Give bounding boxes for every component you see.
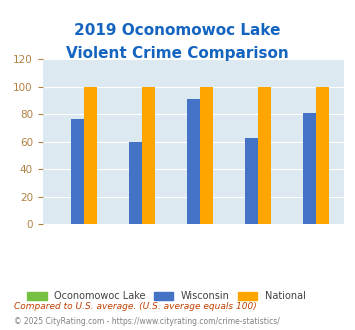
Bar: [200, 87, 213, 224]
Bar: [142, 87, 154, 224]
Bar: [129, 142, 142, 224]
Bar: [258, 87, 271, 224]
Legend: Oconomowoc Lake, Wisconsin, National: Oconomowoc Lake, Wisconsin, National: [23, 287, 310, 305]
Bar: [303, 113, 316, 224]
Text: Violent Crime Comparison: Violent Crime Comparison: [66, 46, 289, 61]
Text: Compared to U.S. average. (U.S. average equals 100): Compared to U.S. average. (U.S. average …: [14, 302, 257, 311]
Bar: [84, 87, 97, 224]
Text: 2019 Oconomowoc Lake: 2019 Oconomowoc Lake: [74, 23, 281, 38]
Bar: [245, 138, 258, 224]
Bar: [316, 87, 329, 224]
Bar: [71, 118, 84, 224]
Bar: [187, 99, 200, 224]
Text: © 2025 CityRating.com - https://www.cityrating.com/crime-statistics/: © 2025 CityRating.com - https://www.city…: [14, 317, 280, 326]
